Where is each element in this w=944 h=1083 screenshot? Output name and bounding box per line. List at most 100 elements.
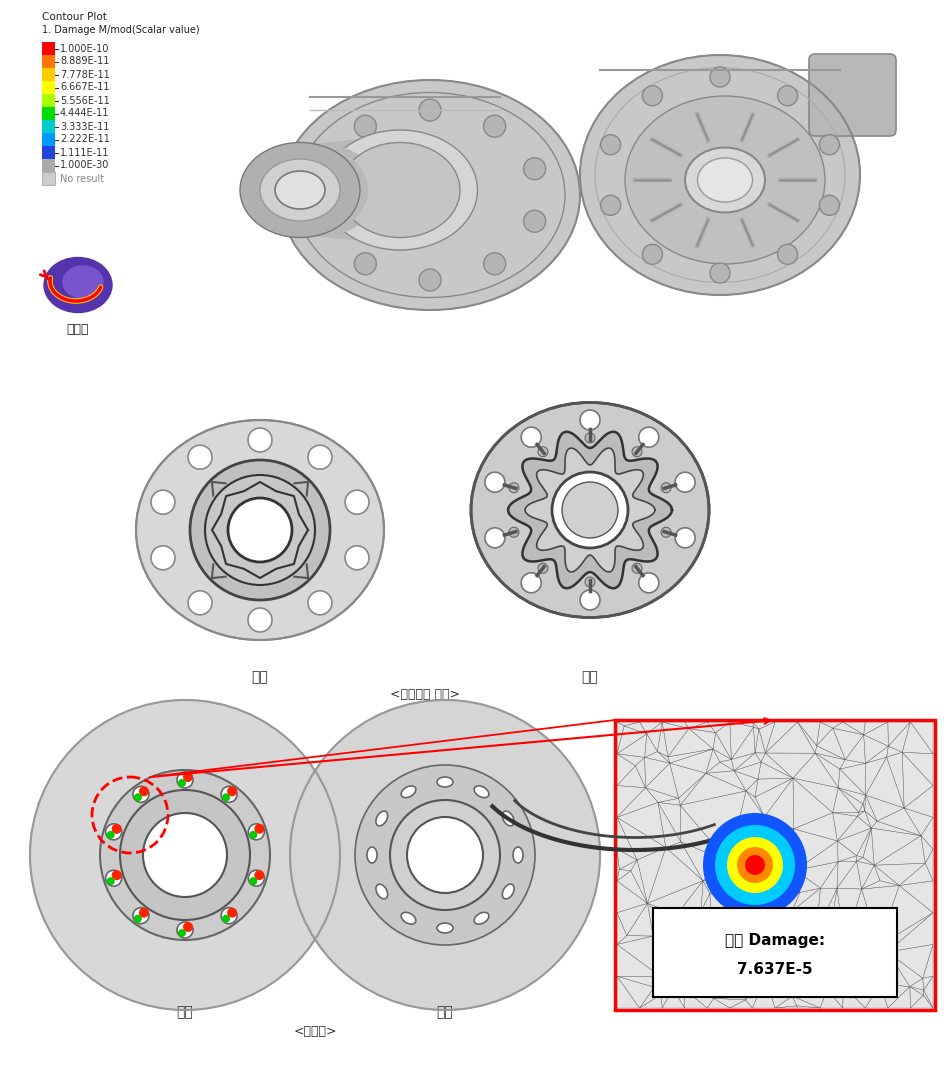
Circle shape — [106, 824, 122, 839]
Ellipse shape — [436, 923, 452, 932]
Text: <디스크>: <디스크> — [293, 1025, 336, 1038]
Ellipse shape — [684, 147, 765, 212]
Circle shape — [390, 800, 499, 910]
Ellipse shape — [366, 847, 377, 863]
Circle shape — [407, 817, 482, 893]
Text: 2.222E-11: 2.222E-11 — [59, 134, 110, 144]
Ellipse shape — [474, 912, 488, 924]
Circle shape — [354, 252, 376, 275]
Ellipse shape — [314, 138, 445, 243]
Circle shape — [777, 86, 797, 106]
Text: 1.111E-11: 1.111E-11 — [59, 147, 110, 157]
Circle shape — [106, 870, 122, 886]
Ellipse shape — [279, 80, 580, 310]
Circle shape — [509, 527, 518, 537]
Ellipse shape — [275, 171, 325, 209]
Text: No result: No result — [59, 173, 104, 183]
Ellipse shape — [502, 811, 514, 826]
Circle shape — [188, 445, 211, 469]
Ellipse shape — [513, 847, 522, 863]
Circle shape — [111, 824, 122, 834]
Circle shape — [222, 915, 229, 923]
Circle shape — [702, 813, 806, 917]
Circle shape — [247, 428, 272, 452]
Circle shape — [314, 158, 336, 180]
Circle shape — [190, 460, 329, 600]
Circle shape — [736, 847, 772, 883]
Circle shape — [308, 445, 331, 469]
Circle shape — [308, 591, 331, 615]
Circle shape — [177, 922, 193, 938]
Circle shape — [177, 779, 186, 787]
Text: 앞면: 앞면 — [251, 670, 268, 684]
FancyBboxPatch shape — [42, 81, 55, 94]
Circle shape — [744, 854, 765, 875]
Circle shape — [221, 786, 237, 803]
Ellipse shape — [340, 143, 460, 237]
Circle shape — [314, 210, 336, 232]
Circle shape — [151, 546, 175, 570]
Text: 최대 Damage:: 최대 Damage: — [724, 932, 824, 948]
Circle shape — [177, 929, 186, 937]
Ellipse shape — [376, 884, 387, 899]
FancyBboxPatch shape — [42, 172, 55, 185]
Circle shape — [248, 824, 264, 839]
FancyBboxPatch shape — [42, 94, 55, 107]
Circle shape — [120, 790, 250, 919]
Ellipse shape — [474, 786, 488, 798]
Ellipse shape — [261, 144, 379, 236]
Circle shape — [107, 877, 114, 885]
Circle shape — [674, 472, 695, 492]
Circle shape — [600, 134, 620, 155]
Ellipse shape — [136, 420, 383, 640]
Ellipse shape — [260, 159, 340, 221]
Circle shape — [818, 134, 838, 155]
Text: 4.444E-11: 4.444E-11 — [59, 108, 110, 118]
Circle shape — [642, 245, 662, 264]
Circle shape — [726, 837, 783, 893]
Text: 8.889E-11: 8.889E-11 — [59, 56, 110, 66]
Ellipse shape — [502, 884, 514, 899]
FancyBboxPatch shape — [42, 55, 55, 68]
Circle shape — [483, 252, 505, 275]
Circle shape — [133, 786, 149, 803]
Polygon shape — [508, 432, 671, 588]
Circle shape — [562, 482, 617, 538]
Circle shape — [580, 590, 599, 610]
Circle shape — [661, 483, 670, 493]
Circle shape — [228, 498, 292, 562]
Ellipse shape — [296, 140, 423, 240]
Circle shape — [183, 922, 193, 932]
Circle shape — [248, 870, 264, 886]
Ellipse shape — [580, 55, 859, 295]
FancyBboxPatch shape — [42, 120, 55, 133]
Ellipse shape — [697, 158, 751, 203]
Circle shape — [205, 475, 314, 585]
Circle shape — [580, 410, 599, 430]
Text: 5.556E-11: 5.556E-11 — [59, 95, 110, 105]
Circle shape — [133, 908, 149, 924]
Polygon shape — [525, 448, 654, 572]
Circle shape — [600, 195, 620, 216]
Circle shape — [247, 608, 272, 632]
Circle shape — [523, 158, 545, 180]
Text: 7.637E-5: 7.637E-5 — [736, 963, 812, 978]
Text: 앞면: 앞면 — [177, 1005, 194, 1019]
Ellipse shape — [624, 96, 824, 264]
Circle shape — [632, 563, 641, 573]
Circle shape — [632, 447, 641, 457]
Ellipse shape — [240, 143, 360, 237]
Text: 뒤면: 뒤면 — [581, 670, 598, 684]
Text: 7.778E-11: 7.778E-11 — [59, 69, 110, 79]
Circle shape — [709, 67, 729, 87]
Circle shape — [151, 491, 175, 514]
Circle shape — [290, 700, 599, 1010]
Circle shape — [139, 786, 149, 796]
Circle shape — [484, 472, 504, 492]
Circle shape — [30, 700, 340, 1010]
FancyBboxPatch shape — [615, 720, 934, 1010]
Text: 6.667E-11: 6.667E-11 — [59, 82, 110, 92]
Ellipse shape — [470, 403, 708, 617]
Text: 역방향: 역방향 — [67, 323, 89, 336]
Text: 1. Damage M/mod(Scalar value): 1. Damage M/mod(Scalar value) — [42, 25, 199, 35]
